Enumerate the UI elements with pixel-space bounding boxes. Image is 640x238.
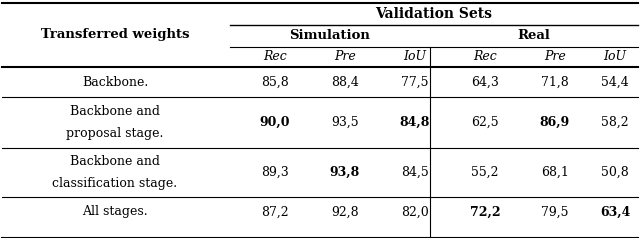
Text: 93,8: 93,8 xyxy=(330,166,360,179)
Text: 72,2: 72,2 xyxy=(470,205,500,218)
Text: All stages.: All stages. xyxy=(82,205,148,218)
Text: 79,5: 79,5 xyxy=(541,205,569,218)
Text: 68,1: 68,1 xyxy=(541,166,569,179)
Text: classification stage.: classification stage. xyxy=(52,177,177,190)
Text: Real: Real xyxy=(518,30,550,43)
Text: 55,2: 55,2 xyxy=(471,166,499,179)
Text: IoU: IoU xyxy=(604,50,627,64)
Text: Backbone.: Backbone. xyxy=(82,75,148,89)
Text: 88,4: 88,4 xyxy=(331,75,359,89)
Text: 85,8: 85,8 xyxy=(261,75,289,89)
Text: 84,8: 84,8 xyxy=(400,116,430,129)
Text: 54,4: 54,4 xyxy=(601,75,629,89)
Text: IoU: IoU xyxy=(403,50,426,64)
Text: Backbone and: Backbone and xyxy=(70,105,160,118)
Text: Rec: Rec xyxy=(473,50,497,64)
Text: 92,8: 92,8 xyxy=(331,205,359,218)
Text: 87,2: 87,2 xyxy=(261,205,289,218)
Text: 77,5: 77,5 xyxy=(401,75,429,89)
Text: Transferred weights: Transferred weights xyxy=(41,29,189,41)
Text: 64,3: 64,3 xyxy=(471,75,499,89)
Text: 93,5: 93,5 xyxy=(331,116,359,129)
Text: 86,9: 86,9 xyxy=(540,116,570,129)
Text: Rec: Rec xyxy=(263,50,287,64)
Text: 63,4: 63,4 xyxy=(600,205,630,218)
Text: 89,3: 89,3 xyxy=(261,166,289,179)
Text: Pre: Pre xyxy=(544,50,566,64)
Text: proposal stage.: proposal stage. xyxy=(67,127,164,140)
Text: 50,8: 50,8 xyxy=(601,166,629,179)
Text: Simulation: Simulation xyxy=(289,30,371,43)
Text: 62,5: 62,5 xyxy=(471,116,499,129)
Text: 84,5: 84,5 xyxy=(401,166,429,179)
Text: 58,2: 58,2 xyxy=(601,116,629,129)
Text: 82,0: 82,0 xyxy=(401,205,429,218)
Text: Backbone and: Backbone and xyxy=(70,155,160,168)
Text: 71,8: 71,8 xyxy=(541,75,569,89)
Text: Validation Sets: Validation Sets xyxy=(376,7,493,21)
Text: Pre: Pre xyxy=(334,50,356,64)
Text: 90,0: 90,0 xyxy=(260,116,291,129)
